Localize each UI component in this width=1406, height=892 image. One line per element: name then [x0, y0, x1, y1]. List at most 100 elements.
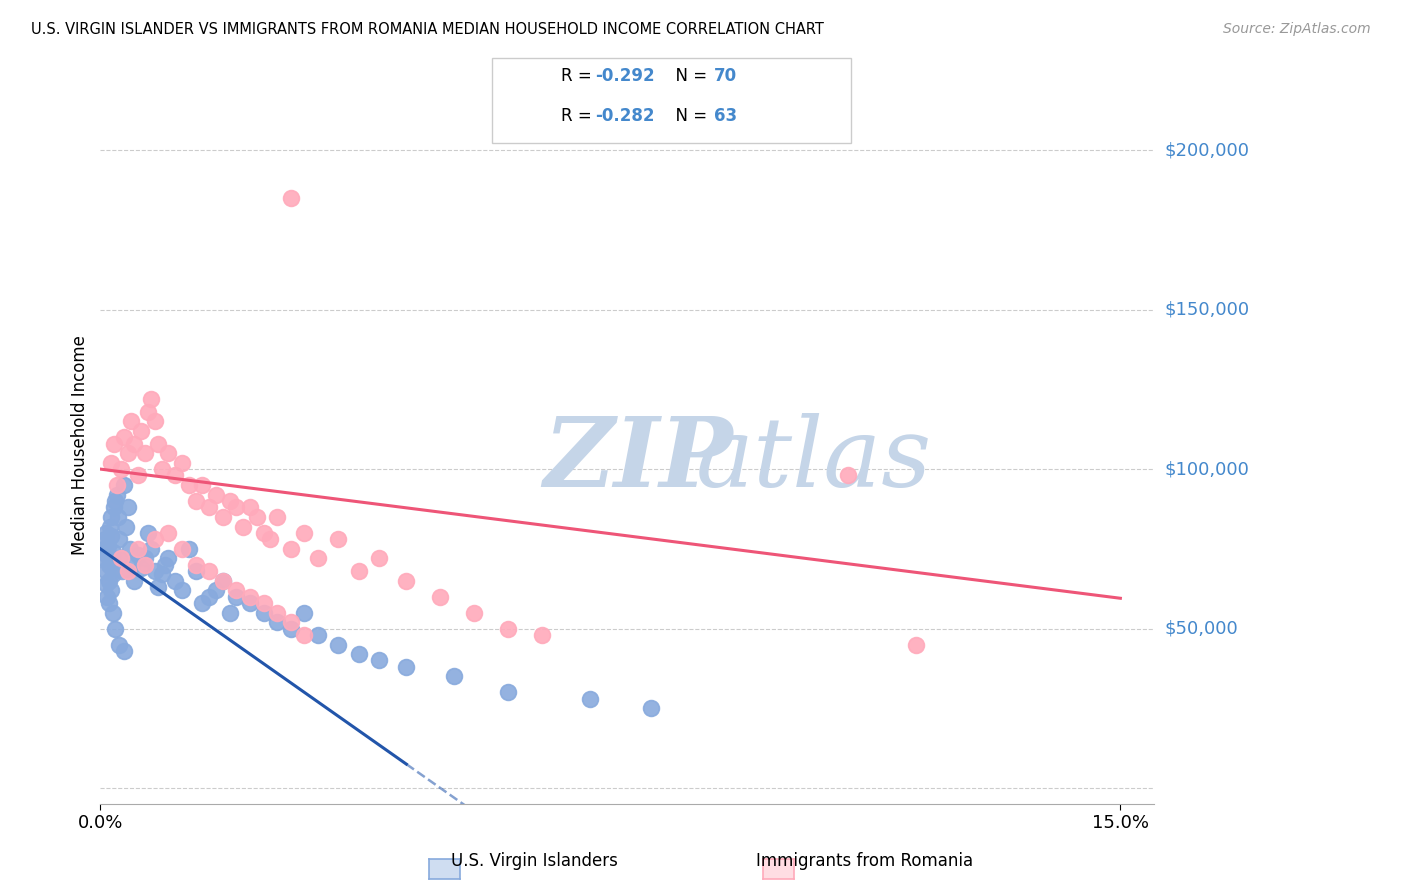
Point — [184, 494, 207, 508]
Point — [184, 558, 207, 572]
Text: U.S. Virgin Islanders: U.S. Virgin Islanders — [451, 852, 617, 870]
Point — [96, 590, 118, 604]
Point — [177, 541, 200, 556]
Point — [640, 701, 662, 715]
Point — [225, 583, 247, 598]
Point — [117, 564, 139, 578]
Point — [157, 551, 180, 566]
Point — [292, 525, 315, 540]
Point — [108, 638, 131, 652]
Point — [239, 590, 262, 604]
Point — [165, 574, 187, 588]
Point — [112, 478, 135, 492]
Text: ZIP: ZIP — [543, 412, 733, 507]
Point — [97, 596, 120, 610]
Point — [98, 519, 121, 533]
Point — [103, 545, 125, 559]
Point — [110, 551, 132, 566]
Point — [100, 456, 122, 470]
Point — [127, 468, 149, 483]
Point — [134, 446, 156, 460]
Text: 70: 70 — [714, 68, 737, 86]
Point — [347, 647, 370, 661]
Bar — [513, 75, 548, 97]
Point — [104, 622, 127, 636]
Point — [259, 533, 281, 547]
Text: 63: 63 — [714, 107, 737, 125]
Point — [153, 558, 176, 572]
Point — [211, 574, 233, 588]
Point — [110, 462, 132, 476]
Point — [292, 628, 315, 642]
Point — [110, 551, 132, 566]
Point — [292, 606, 315, 620]
Point — [239, 596, 262, 610]
Text: N =: N = — [665, 68, 713, 86]
Point — [280, 622, 302, 636]
Point — [280, 191, 302, 205]
Point — [97, 558, 120, 572]
Point — [124, 436, 146, 450]
Point — [443, 669, 465, 683]
Point — [100, 583, 122, 598]
Point — [225, 500, 247, 515]
Text: Immigrants from Romania: Immigrants from Romania — [756, 852, 973, 870]
Point — [280, 615, 302, 630]
Point — [124, 574, 146, 588]
Point — [211, 574, 233, 588]
Point — [103, 436, 125, 450]
Point — [134, 551, 156, 566]
Point — [905, 638, 928, 652]
Point — [94, 533, 117, 547]
Point — [328, 533, 350, 547]
Point — [136, 405, 159, 419]
Point — [112, 430, 135, 444]
Point — [170, 583, 193, 598]
Point — [239, 500, 262, 515]
Point — [141, 392, 163, 406]
Point — [191, 596, 214, 610]
Point — [146, 436, 169, 450]
Point — [395, 574, 418, 588]
Point — [395, 660, 418, 674]
Point — [170, 456, 193, 470]
Point — [111, 564, 134, 578]
Point — [101, 551, 124, 566]
Point — [498, 685, 520, 699]
Point — [141, 541, 163, 556]
Text: R =: R = — [561, 68, 598, 86]
Point — [218, 494, 240, 508]
Point — [100, 510, 122, 524]
Point — [120, 414, 142, 428]
Point — [266, 606, 288, 620]
Y-axis label: Median Household Income: Median Household Income — [72, 335, 89, 555]
Point — [136, 525, 159, 540]
Point — [368, 653, 391, 667]
Point — [198, 500, 221, 515]
Point — [246, 510, 269, 524]
Point — [198, 590, 221, 604]
Point — [347, 564, 370, 578]
Point — [165, 468, 187, 483]
Point — [103, 500, 125, 515]
Point — [143, 564, 166, 578]
Point — [252, 606, 274, 620]
Point — [266, 510, 288, 524]
Point — [101, 606, 124, 620]
Point — [191, 478, 214, 492]
Point — [211, 510, 233, 524]
Point — [143, 533, 166, 547]
Point — [104, 494, 127, 508]
Point — [96, 548, 118, 562]
Point — [146, 580, 169, 594]
Point — [94, 525, 117, 540]
Point — [127, 548, 149, 562]
Point — [101, 567, 124, 582]
Point — [170, 541, 193, 556]
Point — [218, 606, 240, 620]
Point — [127, 541, 149, 556]
Point — [198, 564, 221, 578]
Point — [307, 628, 329, 642]
Text: $100,000: $100,000 — [1166, 460, 1250, 478]
Text: -0.292: -0.292 — [595, 68, 654, 86]
